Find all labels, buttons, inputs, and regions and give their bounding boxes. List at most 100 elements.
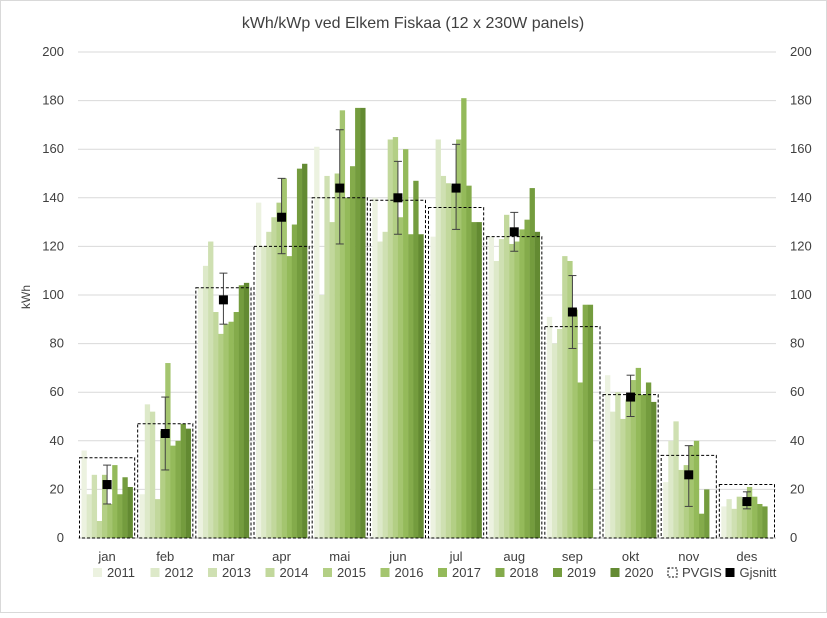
bar-2015-aug — [509, 243, 515, 538]
legend-swatch-2012 — [150, 568, 160, 577]
pvgis-box-jan — [79, 457, 136, 539]
bar-2019-des — [762, 506, 768, 538]
bar-2014-mai — [329, 222, 335, 538]
bar-2014-sep — [562, 256, 568, 538]
y-tick-label-right: 60 — [790, 384, 804, 399]
average-marker-sep — [567, 307, 577, 317]
bar-2014-aug — [504, 214, 510, 538]
legend-swatch-2020 — [610, 568, 620, 577]
legend-swatch-2014 — [265, 568, 275, 577]
bar-2019-jul — [471, 222, 477, 538]
legend-label-2018: 2018 — [510, 565, 539, 580]
bar-2016-mai — [339, 110, 346, 538]
bar-2011-apr — [256, 202, 262, 538]
bar-2016-aug — [514, 241, 520, 539]
bar-2011-jun — [372, 197, 378, 539]
bar-2015-apr — [276, 202, 282, 538]
bar-2011-mai — [314, 146, 320, 538]
bar-2014-okt — [620, 418, 626, 538]
y-axis-left-ticks: 0 20 40 60 80 100 120 140 160 180 200 — [42, 44, 64, 545]
y-tick-label-left: 140 — [42, 190, 64, 205]
bar-2012-jul — [435, 139, 441, 539]
bar-2014-mar — [213, 312, 219, 538]
x-tick-label-apr: apr — [272, 549, 291, 564]
bar-2020-aug — [534, 231, 541, 538]
y-tick-label-right: 100 — [790, 287, 812, 302]
bar-2019-feb — [180, 423, 186, 538]
legend-label-2013: 2013 — [222, 565, 251, 580]
legend-label-2011: 2011 — [107, 565, 135, 580]
bar-2016-jun — [397, 217, 404, 539]
bar-2016-sep — [572, 309, 578, 538]
legend-label-2017: 2017 — [452, 565, 481, 580]
bar-2012-sep — [551, 343, 558, 538]
y-tick-label-left: 100 — [42, 287, 64, 302]
x-tick-label-okt: okt — [622, 549, 640, 564]
y-axis-label: kWh — [19, 285, 33, 309]
y-tick-label-right: 140 — [790, 190, 812, 205]
x-tick-label-jun: jun — [388, 549, 406, 564]
chart-title: kWh/kWp ved Elkem Fiskaa (12 x 230W pane… — [242, 15, 584, 32]
bar-2014-nov — [678, 469, 684, 538]
bar-2012-mar — [202, 265, 209, 538]
bar-2020-jul — [476, 222, 482, 538]
y-tick-label-left: 120 — [42, 238, 64, 253]
bar-2019-nov — [704, 489, 710, 538]
bar-2013-sep — [557, 329, 563, 538]
bar-2020-jan — [127, 486, 133, 538]
bar-2013-jul — [440, 175, 447, 538]
bar-2014-des — [736, 496, 742, 538]
bar-2020-mai — [360, 107, 366, 538]
bar-2017-des — [752, 496, 758, 538]
legend-swatch-Gjsnitt — [725, 568, 735, 577]
legend-label-2016: 2016 — [395, 565, 424, 580]
bar-2013-jun — [382, 231, 388, 538]
bar-2018-mai — [349, 166, 356, 538]
legend-swatch-2015 — [323, 568, 332, 577]
bar-2016-mar — [223, 324, 229, 538]
bar-2011-sep — [546, 316, 553, 538]
average-marker-mar — [218, 295, 228, 305]
bar-2018-sep — [582, 304, 588, 538]
bar-2011-aug — [488, 236, 494, 538]
bar-2013-mai — [324, 175, 330, 538]
x-tick-label-nov: nov — [678, 549, 699, 564]
bar-2020-feb — [185, 428, 192, 538]
bar-2015-jun — [392, 137, 399, 539]
bar-2016-apr — [281, 178, 287, 539]
bar-2013-apr — [266, 231, 272, 538]
x-tick-label-des: des — [736, 549, 757, 564]
y-tick-label-right: 160 — [790, 141, 812, 156]
legend-label-2015: 2015 — [337, 565, 366, 580]
bar-2019-aug — [529, 188, 535, 538]
y-tick-label-right: 180 — [790, 93, 812, 108]
bar-2016-okt — [630, 380, 636, 538]
bar-2014-jan — [96, 520, 103, 538]
bar-2014-jun — [387, 139, 393, 539]
bar-2015-okt — [625, 399, 631, 538]
bar-2020-mar — [243, 282, 250, 538]
average-marker-aug — [509, 227, 519, 237]
bar-2011-jan — [81, 450, 87, 538]
bar-2019-mar — [238, 285, 245, 538]
bar-2011-des — [721, 506, 727, 538]
legend-swatch-2019 — [553, 568, 562, 577]
average-markers — [102, 183, 752, 507]
legend-swatch-2017 — [438, 568, 447, 577]
bar-2017-feb — [170, 445, 176, 538]
legend-label-2020: 2020 — [625, 565, 654, 580]
bar-2017-sep — [577, 382, 583, 538]
y-tick-label-left: 160 — [42, 141, 64, 156]
bar-2012-apr — [261, 246, 267, 538]
bar-2016-nov — [688, 445, 695, 538]
bar-2016-jan — [107, 503, 113, 538]
average-marker-des — [742, 497, 752, 507]
bar-2012-aug — [493, 260, 500, 538]
legend-swatch-2011 — [93, 568, 102, 577]
bar-2018-mar — [233, 312, 239, 538]
bar-2015-jan — [101, 474, 108, 538]
bar-2016-feb — [165, 363, 171, 538]
y-tick-label-right: 20 — [790, 481, 804, 496]
